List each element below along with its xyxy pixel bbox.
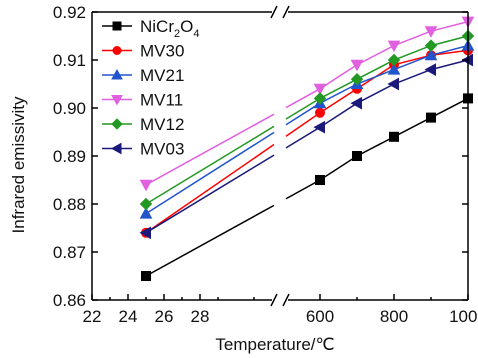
x-tick-label: 600 <box>306 307 334 326</box>
series-line <box>285 97 469 200</box>
data-point <box>387 40 401 53</box>
legend-label: MV11 <box>140 91 183 110</box>
data-point <box>112 46 122 55</box>
legend-item-mv03: MV03 <box>102 140 184 159</box>
x-tick-label: 24 <box>119 307 138 326</box>
y-tick-label: 0.88 <box>53 195 86 214</box>
data-point <box>315 107 325 118</box>
data-point <box>350 72 364 86</box>
legend: NiCr2O4 MV30 MV21 MV11 MV12 MV03 <box>102 17 199 159</box>
data-point <box>352 151 362 161</box>
legend-label-main: MV30 <box>140 42 184 61</box>
data-point <box>139 179 153 192</box>
legend-item-mv11: MV11 <box>102 91 183 110</box>
data-point <box>313 92 327 105</box>
data-point <box>387 77 399 91</box>
axis-break-mark <box>270 293 278 307</box>
legend-label: MV21 <box>140 66 184 85</box>
data-point <box>387 63 401 75</box>
y-tick-label: 0.91 <box>53 51 86 70</box>
x-axis-label: Temperature/℃ <box>215 335 334 354</box>
legend-label-main: MV11 <box>140 91 183 110</box>
series-group <box>139 16 475 281</box>
series-line <box>145 154 275 234</box>
legend-label: NiCr2O4 <box>140 17 199 40</box>
series-line <box>285 35 469 120</box>
data-point <box>315 175 325 185</box>
data-point <box>424 63 436 76</box>
legend-label-main: MV12 <box>140 115 184 134</box>
series-line <box>145 131 275 215</box>
series-nicr2o4 <box>141 93 473 281</box>
data-point <box>141 271 151 281</box>
series-mv03 <box>139 53 473 240</box>
x-tick-label: 800 <box>380 307 408 326</box>
legend-label: MV30 <box>140 42 184 61</box>
series-mv12 <box>139 29 475 211</box>
series-mv30 <box>141 45 473 238</box>
y-tick-label: 0.92 <box>53 3 86 22</box>
axis-break-mark <box>282 293 290 307</box>
series-line <box>145 113 275 186</box>
x-tick-label: 22 <box>83 307 102 326</box>
legend-item-mv12: MV12 <box>102 115 184 134</box>
data-point <box>111 118 123 130</box>
legend-item-nicr2o4: NiCr2O4 <box>102 17 199 40</box>
y-axis-label: Infrared emissivity <box>9 96 28 233</box>
series-line <box>285 44 469 126</box>
legend-item-mv21: MV21 <box>102 66 184 85</box>
data-point <box>424 48 438 61</box>
data-point <box>139 197 153 211</box>
data-point <box>111 68 123 80</box>
data-point <box>111 95 123 106</box>
data-point <box>424 39 438 52</box>
series-line <box>285 20 469 109</box>
series-line <box>145 143 275 234</box>
data-point <box>387 53 401 67</box>
legend-label-main: NiCr <box>140 17 174 36</box>
series-line <box>145 125 275 205</box>
y-tick-label: 0.86 <box>53 291 86 310</box>
x-tick-label: 26 <box>155 307 174 326</box>
data-point <box>424 26 438 38</box>
legend-label-sub: 2 <box>174 28 180 40</box>
legend-label-main: MV03 <box>140 140 184 159</box>
y-tick-label: 0.90 <box>53 99 86 118</box>
data-point <box>110 142 122 155</box>
axis-break-mark <box>282 5 290 19</box>
data-point <box>350 96 362 110</box>
data-point <box>350 59 364 72</box>
x-tick-label: 28 <box>191 307 210 326</box>
y-tick-label: 0.89 <box>53 147 86 166</box>
data-point <box>389 131 399 142</box>
legend-label-sub: 4 <box>193 28 199 40</box>
data-point <box>139 207 153 219</box>
y-tick-label: 0.87 <box>53 243 86 262</box>
x-tick-label: 1000 <box>449 307 478 326</box>
series-mv21 <box>139 39 475 219</box>
data-point <box>313 83 327 96</box>
legend-label-mid: O <box>180 17 193 36</box>
data-point <box>112 21 122 31</box>
data-point <box>139 226 151 240</box>
data-point <box>313 120 325 134</box>
axis-break-mark <box>270 5 278 19</box>
series-mv11 <box>139 16 475 192</box>
legend-item-mv30: MV30 <box>102 42 184 61</box>
series-line <box>285 59 469 149</box>
series-line <box>145 204 275 277</box>
legend-label: MV03 <box>140 140 184 159</box>
legend-label-main: MV21 <box>140 66 184 85</box>
data-point <box>426 112 436 123</box>
legend-label: MV12 <box>140 115 184 134</box>
